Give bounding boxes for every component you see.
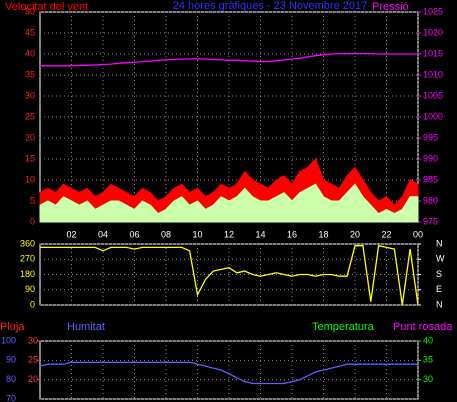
tick-label: 270 <box>20 254 35 264</box>
tick-label: 20 <box>28 374 38 384</box>
tick-label: 30 <box>28 335 38 345</box>
line <box>40 244 419 306</box>
tick-label: 1005 <box>423 90 443 100</box>
tick-label: 1020 <box>423 27 443 37</box>
tick-label: E <box>436 284 442 294</box>
tick-label: 975 <box>423 216 438 226</box>
x-tick-label: 02 <box>66 229 76 239</box>
tick-label: N <box>436 238 443 248</box>
x-tick-label: 06 <box>129 229 139 239</box>
tick-label: 10 <box>25 174 35 184</box>
tick-label: 80 <box>6 374 16 384</box>
tick-label: 1025 <box>423 6 443 16</box>
tick-label: 70 <box>6 393 16 402</box>
x-tick-label: 22 <box>381 229 391 239</box>
line <box>40 52 418 67</box>
tick-label: 985 <box>423 174 438 184</box>
tick-label: 15 <box>25 153 35 163</box>
legend-entry: Velocitat del vent <box>5 1 88 13</box>
tick-label: 90 <box>25 284 35 294</box>
x-tick-label: 20 <box>350 229 360 239</box>
tick-label: W <box>436 254 445 264</box>
tick-label: 30 <box>423 374 433 384</box>
legend-entry: Pluja <box>0 321 25 333</box>
x-tick-label: 12 <box>224 229 234 239</box>
x-tick-label: 04 <box>98 229 108 239</box>
tick-label: 1000 <box>423 111 443 121</box>
tick-label: 35 <box>25 69 35 79</box>
legend-entry: Humitat <box>67 321 105 333</box>
x-tick-label: 18 <box>318 229 328 239</box>
tick-label: 25 <box>25 111 35 121</box>
tick-label: 0 <box>30 216 35 226</box>
tick-label: 360 <box>20 238 35 248</box>
tick-label: 0 <box>30 299 35 309</box>
tick-label: 40 <box>423 335 433 345</box>
area <box>39 183 419 223</box>
tick-label: N <box>436 299 443 309</box>
tick-label: 25 <box>28 355 38 365</box>
tick-label: 995 <box>423 132 438 142</box>
x-tick-label: 16 <box>287 229 297 239</box>
tick-label: 35 <box>423 355 433 365</box>
tick-label: 30 <box>25 90 35 100</box>
tick-label: 20 <box>25 132 35 142</box>
x-tick-label: 00 <box>413 229 423 239</box>
legend-entry: Temperatura <box>312 321 375 333</box>
tick-label: 980 <box>423 195 438 205</box>
tick-label: 50 <box>25 6 35 16</box>
tick-label: 100 <box>1 335 16 345</box>
tick-label: 1015 <box>423 48 443 58</box>
legend-entry: Punt rosada <box>393 321 453 333</box>
x-tick-label: 10 <box>192 229 202 239</box>
legend-entry: Pressió <box>372 1 409 13</box>
x-tick-label: 14 <box>255 229 265 239</box>
tick-label: 180 <box>20 269 35 279</box>
line <box>39 361 418 385</box>
tick-label: 990 <box>423 153 438 163</box>
x-tick-label: 08 <box>161 229 171 239</box>
tick-label: 90 <box>6 355 16 365</box>
chart-title: 24 hores gràfiques - 23 Novembre 2017 <box>173 0 367 12</box>
tick-label: S <box>436 269 442 279</box>
tick-label: 1010 <box>423 69 443 79</box>
tick-label: 5 <box>30 195 35 205</box>
tick-label: 40 <box>25 48 35 58</box>
tick-label: 45 <box>25 27 35 37</box>
